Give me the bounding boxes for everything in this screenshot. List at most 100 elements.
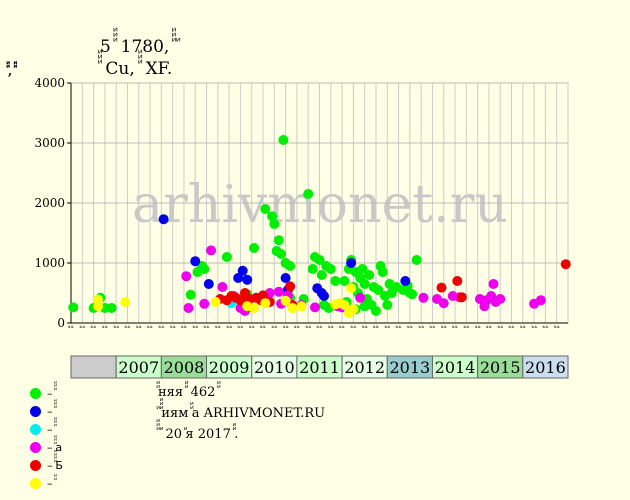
data-point <box>330 299 341 310</box>
data-point <box>407 289 418 300</box>
quarter-label: ꙵꙵ <box>339 325 345 328</box>
legend-swatch <box>30 405 41 417</box>
quarter-label: ꙵꙵ <box>350 325 356 328</box>
data-point <box>330 276 341 286</box>
data-point <box>210 297 221 307</box>
data-point <box>183 303 194 313</box>
data-point <box>280 273 291 283</box>
quarter-label: ꙵꙵ <box>294 325 300 328</box>
quarter-label: ꙵꙵ <box>452 325 458 328</box>
data-point <box>456 292 467 303</box>
data-point <box>400 276 411 286</box>
year-label: 2015 <box>480 358 521 377</box>
year-label: 2014 <box>435 358 476 377</box>
data-point <box>316 270 327 280</box>
legend-item: – ꙵꙵꙵа <box>30 438 63 456</box>
quarter-label: ꙵꙵ <box>248 325 254 328</box>
data-point <box>373 285 384 295</box>
quarter-label: ꙵꙵ <box>79 325 85 328</box>
legend-swatch <box>30 441 41 453</box>
quarter-label: ꙵꙵ <box>531 325 537 328</box>
y-tick-label: 1000 <box>34 256 65 270</box>
quarter-label: ꙵꙵ <box>237 325 243 328</box>
legend-label: – ꙵꙵ <box>47 476 56 490</box>
quarter-label: ꙵꙵ <box>135 325 141 328</box>
y-tick-label: 2000 <box>34 196 65 210</box>
quarter-label: ꙵꙵ <box>203 325 209 328</box>
data-point <box>488 279 499 289</box>
data-point <box>359 279 370 289</box>
data-point <box>346 258 357 268</box>
data-point <box>382 300 393 310</box>
legend-item: – ꙵꙵꙵ <box>30 402 63 420</box>
legend-item: – ꙵꙵ <box>30 474 63 492</box>
legend-label: – ꙵꙵꙵ <box>47 422 56 436</box>
quarter-label: ꙵꙵ <box>440 325 446 328</box>
data-point <box>258 290 269 301</box>
note-average-price: ꙵꙵняя ꙵꙵ 462 ꙵꙵ <box>158 385 219 400</box>
data-point <box>93 301 104 312</box>
legend-item: – ꙵꙵꙵ <box>30 384 63 402</box>
data-point <box>346 283 357 294</box>
quarter-label: ꙵꙵ <box>497 325 503 328</box>
quarter-label: ꙵꙵ <box>260 325 266 328</box>
data-point <box>359 301 370 312</box>
data-point <box>280 295 291 306</box>
quarter-label: ꙵꙵ <box>316 325 322 328</box>
quarter-label: ꙵꙵ <box>429 325 435 328</box>
data-point <box>260 204 271 214</box>
data-point <box>436 282 447 293</box>
quarter-label: ꙵꙵ <box>271 325 277 328</box>
quarter-label: ꙵꙵ <box>373 325 379 328</box>
data-point <box>377 267 388 277</box>
chart-title-line2: ꙵꙵꙵ Cu, ꙵꙵꙵ XF. <box>100 59 173 79</box>
quarter-label: ꙵꙵ <box>542 325 548 328</box>
quarter-label: ꙵꙵ <box>192 325 198 328</box>
data-point <box>248 243 259 253</box>
data-point <box>364 270 375 280</box>
data-point <box>106 303 117 313</box>
data-point <box>285 281 296 292</box>
quarter-label: ꙵꙵ <box>68 325 74 328</box>
data-point <box>235 295 246 306</box>
y-tick-label: 3000 <box>34 136 65 150</box>
year-cell <box>522 355 569 379</box>
quarter-label: ꙵꙵ <box>553 325 559 328</box>
data-point <box>307 264 318 274</box>
quarter-label: ꙵꙵ <box>102 325 108 328</box>
year-label: 2010 <box>254 358 295 377</box>
quarter-label: ꙵꙵ <box>113 325 119 328</box>
data-point <box>411 255 422 265</box>
chart-title-line1: 5 ꙵꙵꙵ 1780, ꙵꙵꙵ ꙵ <box>100 37 179 57</box>
data-point <box>355 292 366 303</box>
data-point <box>285 261 296 271</box>
quarter-label: ꙵꙵ <box>327 325 333 328</box>
data-point <box>181 271 192 282</box>
quarter-label: ꙵꙵ <box>463 325 469 328</box>
quarter-label: ꙵꙵ <box>226 325 232 328</box>
y-axis-unit: ꙵꙵ, ꙵꙵ <box>8 64 16 78</box>
quarter-label: ꙵꙵ <box>214 325 220 328</box>
y-tick-label: 4000 <box>34 76 65 90</box>
year-label: 2013 <box>390 358 431 377</box>
quarter-label: ꙵꙵ <box>305 325 311 328</box>
data-point <box>158 214 169 225</box>
quarter-label: ꙵꙵ <box>181 325 187 328</box>
note-source: ꙵ ꙵꙵꙵиям ꙵꙵа ARHIVMONET.RU <box>158 406 326 421</box>
quarter-label: ꙵꙵ <box>169 325 175 328</box>
data-point <box>260 298 271 309</box>
data-point <box>309 302 320 313</box>
year-label: 2009 <box>209 358 250 377</box>
data-point <box>190 256 201 267</box>
data-point <box>233 273 244 283</box>
year-label: 2016 <box>525 358 566 377</box>
legend-item: – ꙵꙵꙵ <box>30 420 63 438</box>
quarter-label: ꙵꙵ <box>282 325 288 328</box>
data-point <box>120 297 131 307</box>
legend-label: – ꙵꙵꙵа <box>47 440 63 454</box>
year-label: 2008 <box>164 358 205 377</box>
data-point <box>560 259 571 270</box>
quarter-label: ꙵꙵ <box>361 325 367 328</box>
data-point <box>248 303 259 313</box>
data-point <box>199 298 210 309</box>
